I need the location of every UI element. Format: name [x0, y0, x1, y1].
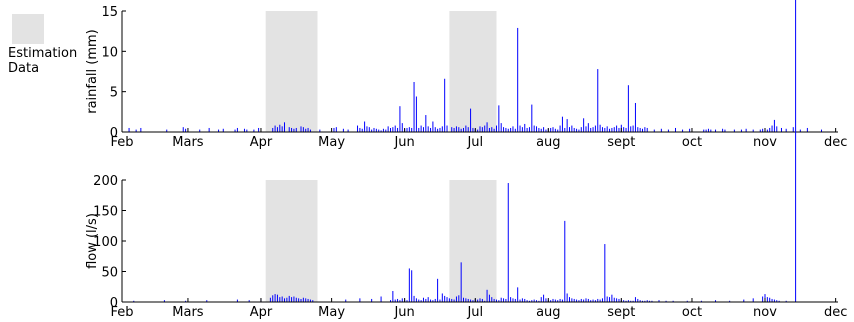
rainfall-y-tick-label: 15 [101, 5, 118, 20]
rainfall-x-tick-label: dec [824, 135, 847, 150]
rainfall-x-tick-label: nov [753, 135, 777, 150]
flow-y-tick-label: 50 [101, 266, 118, 281]
flow-x-tick-label: oct [682, 305, 702, 320]
rainfall-y-axis-label: rainfall (mm) [85, 29, 100, 114]
rainfall-x-tick-label: sept [607, 135, 635, 150]
flow-y-tick-label: 100 [93, 235, 118, 250]
rainfall-x-tick-label: Feb [110, 135, 133, 150]
rainfall-x-tick-label: Jun [393, 135, 414, 150]
flow-x-tick-label: Apr [250, 305, 273, 320]
flow-x-tick-label: nov [753, 305, 777, 320]
rainfall-estimation-region-0 [265, 11, 318, 132]
rainfall-x-tick-label: Mars [172, 135, 204, 150]
flow-x-tick-label: aug [536, 305, 560, 320]
flow-y-tick-label: 0 [110, 296, 118, 311]
flow-y-tick-label: 150 [93, 205, 118, 220]
rainfall-estimation-region-1 [449, 11, 497, 132]
flow-estimation-region-1 [449, 180, 497, 302]
rainfall-x-tick-label: aug [536, 135, 560, 150]
flow-y-axis-label: flow (l/s) [85, 213, 100, 269]
rainfall-y-tick-label: 10 [101, 45, 118, 60]
legend-label-line2: Data [8, 61, 40, 76]
flow-x-tick-label: Jun [393, 305, 414, 320]
flow-x-tick-label: dec [824, 305, 847, 320]
flow-x-tick-label: May [318, 305, 345, 320]
rainfall-x-tick-label: Jul [466, 135, 483, 150]
flow-x-tick-label: Feb [110, 305, 133, 320]
rainfall-x-tick-label: oct [682, 135, 702, 150]
flow-x-tick-label: sept [607, 305, 635, 320]
rainfall-x-tick-label: May [318, 135, 345, 150]
legend-swatch-estimation [12, 14, 44, 44]
rainfall-x-tick-label: Apr [250, 135, 273, 150]
flow-estimation-region-0 [265, 180, 318, 302]
rainfall-y-tick-label: 5 [110, 86, 118, 101]
flow-x-tick-label: Mars [172, 305, 204, 320]
rainfall-panel: 0 5 10 15 Feb Mars Apr May Jun Jul aug sept oct nov de… [85, 5, 847, 150]
rainfall-y-tick-label: 0 [110, 126, 118, 141]
flow-y-tick-label: 200 [93, 174, 118, 189]
legend-label-estimation: Estimation Data [8, 46, 77, 76]
legend-label-line1: Estimation [8, 46, 78, 61]
flow-x-tick-label: Jul [466, 305, 483, 320]
